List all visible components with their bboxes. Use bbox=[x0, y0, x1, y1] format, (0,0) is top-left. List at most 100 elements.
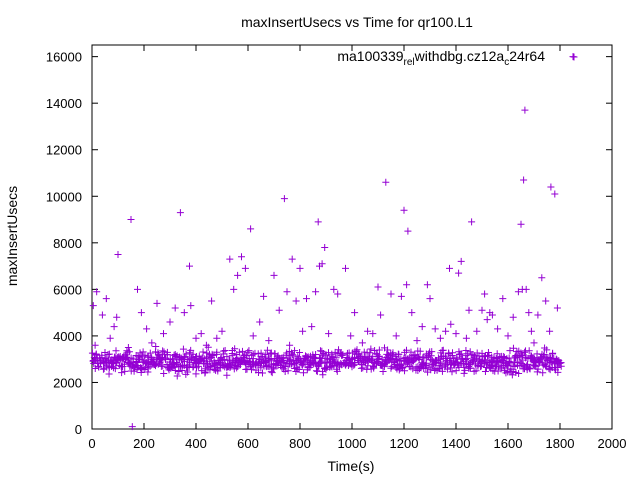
data-point bbox=[187, 302, 195, 310]
data-point bbox=[231, 345, 239, 353]
data-point bbox=[247, 225, 255, 233]
data-point bbox=[208, 297, 216, 305]
data-point bbox=[110, 323, 118, 331]
data-point bbox=[223, 371, 231, 379]
y-axis: 0 2000 4000 6000 8000 10000 12000 14000 16000 bbox=[46, 50, 612, 437]
data-point bbox=[303, 295, 310, 303]
legend: ma100339relwithdbg.cz12ac24r64 bbox=[337, 48, 578, 68]
data-point bbox=[499, 295, 507, 303]
data-point bbox=[299, 360, 307, 368]
legend-part: ma100339 bbox=[337, 48, 403, 64]
data-point bbox=[472, 367, 480, 375]
data-point bbox=[175, 367, 183, 375]
y-tick-label: 6000 bbox=[53, 282, 82, 297]
data-point bbox=[186, 262, 193, 270]
data-point bbox=[299, 327, 307, 335]
data-point bbox=[312, 288, 320, 296]
data-point bbox=[202, 355, 210, 363]
data-point bbox=[526, 365, 534, 373]
y-tick-label: 2000 bbox=[53, 375, 82, 390]
data-point bbox=[517, 220, 525, 228]
data-point bbox=[509, 313, 517, 321]
data-point bbox=[502, 369, 510, 377]
data-point bbox=[263, 346, 271, 354]
data-point bbox=[264, 362, 272, 370]
data-point bbox=[312, 350, 320, 358]
data-point bbox=[514, 288, 522, 296]
data-point bbox=[153, 299, 161, 307]
data-point bbox=[408, 309, 416, 317]
legend-marker bbox=[570, 53, 578, 61]
data-point bbox=[192, 370, 200, 378]
data-point bbox=[427, 366, 435, 374]
data-point bbox=[546, 327, 554, 335]
data-point bbox=[155, 351, 163, 359]
data-point bbox=[557, 359, 565, 367]
data-point bbox=[416, 353, 424, 361]
data-point bbox=[364, 327, 372, 335]
data-point bbox=[375, 346, 383, 354]
data-point bbox=[476, 363, 484, 371]
data-point bbox=[262, 351, 270, 359]
data-point bbox=[525, 364, 533, 372]
data-point bbox=[367, 345, 375, 353]
data-point bbox=[283, 288, 291, 296]
data-point bbox=[395, 350, 403, 358]
data-point bbox=[262, 358, 270, 366]
y-tick-label: 0 bbox=[75, 422, 82, 437]
data-point bbox=[443, 365, 451, 373]
data-point bbox=[387, 364, 395, 372]
data-point bbox=[288, 351, 296, 359]
data-point bbox=[119, 355, 127, 363]
data-point bbox=[333, 367, 341, 375]
x-axis: 0 200 400 600 800 1000 1200 1400 1600 1800 2000 bbox=[88, 45, 626, 451]
x-tick-label: 400 bbox=[185, 436, 207, 451]
data-point bbox=[202, 341, 210, 349]
data-point bbox=[118, 369, 126, 377]
chart-title: maxInsertUsecs vs Time for qr100.L1 bbox=[241, 14, 473, 30]
x-tick-label: 200 bbox=[133, 436, 155, 451]
data-point bbox=[296, 348, 304, 356]
data-point bbox=[230, 285, 238, 293]
data-point bbox=[462, 334, 470, 342]
data-point bbox=[275, 306, 283, 314]
data-point bbox=[308, 323, 316, 331]
data-point bbox=[389, 349, 397, 357]
data-point bbox=[299, 369, 307, 377]
data-point bbox=[111, 365, 119, 373]
data-point bbox=[93, 288, 101, 296]
data-point bbox=[461, 366, 469, 374]
data-point bbox=[286, 341, 294, 349]
data-point bbox=[161, 354, 169, 362]
data-point bbox=[508, 371, 516, 379]
data-point bbox=[106, 334, 114, 342]
data-point bbox=[387, 290, 395, 298]
data-point bbox=[460, 369, 468, 377]
data-point bbox=[244, 348, 252, 356]
data-point bbox=[176, 209, 184, 217]
y-tick-label: 12000 bbox=[46, 143, 82, 158]
data-point bbox=[114, 250, 122, 258]
data-point bbox=[279, 358, 287, 366]
data-point bbox=[418, 323, 426, 331]
data-point bbox=[298, 361, 306, 369]
data-point bbox=[455, 269, 463, 277]
data-point bbox=[184, 368, 192, 376]
data-point bbox=[442, 327, 450, 335]
x-axis-label: Time(s) bbox=[328, 458, 375, 474]
data-point bbox=[127, 216, 135, 224]
data-point bbox=[199, 348, 207, 356]
data-point bbox=[382, 359, 390, 367]
x-tick-label: 0 bbox=[88, 436, 95, 451]
data-point bbox=[270, 271, 278, 279]
data-point bbox=[144, 364, 152, 372]
data-point bbox=[369, 330, 377, 338]
data-point bbox=[258, 369, 266, 377]
data-point bbox=[128, 423, 136, 431]
data-point bbox=[113, 313, 121, 321]
data-point bbox=[223, 353, 231, 361]
data-point bbox=[321, 359, 329, 367]
data-point bbox=[407, 348, 415, 356]
data-point bbox=[121, 367, 129, 375]
y-tick-label: 8000 bbox=[53, 236, 82, 251]
